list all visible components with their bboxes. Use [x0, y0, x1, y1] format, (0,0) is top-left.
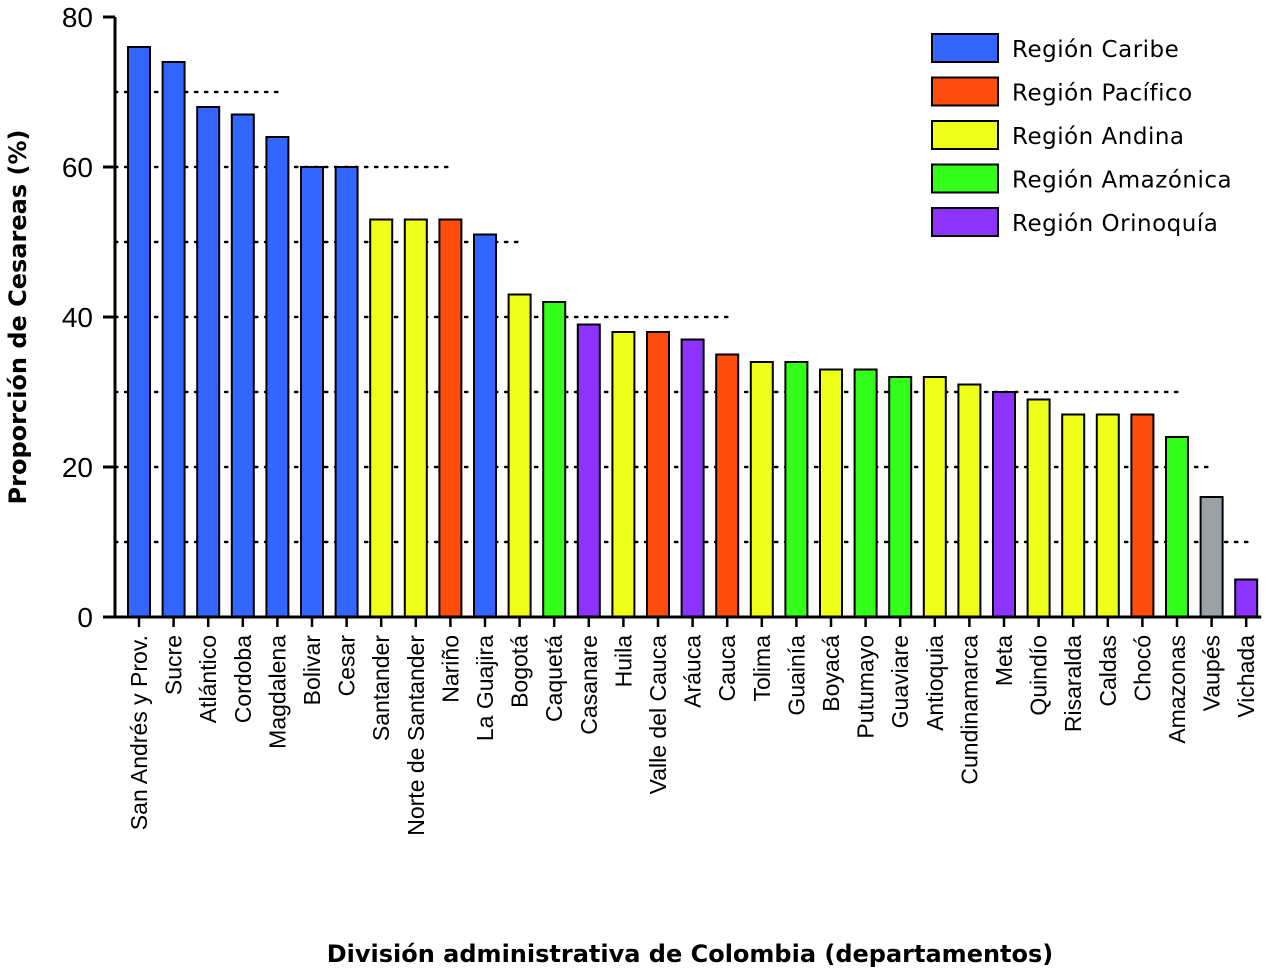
bars	[127, 46, 1259, 618]
legend-label: Región Orinoquía	[1012, 211, 1218, 237]
y-tick-label: 20	[62, 452, 93, 483]
x-tick-label: Antioquia	[922, 635, 948, 731]
x-tick-label: Putumayo	[853, 635, 879, 739]
x-tick-label: Atlántico	[195, 635, 221, 723]
x-tick-label: Aráuca	[680, 635, 706, 708]
x-tick-label: Amazonas	[1164, 635, 1190, 744]
bar	[819, 368, 843, 618]
y-ticks: 0 20 40 60 80	[62, 2, 115, 633]
bar	[1199, 496, 1224, 618]
x-tick-label: Tolima	[749, 635, 775, 702]
x-tick-label: Caldas	[1095, 635, 1121, 707]
y-tick-label: 60	[62, 152, 93, 183]
x-tick-label: Cordoba	[230, 635, 256, 723]
bar	[1026, 398, 1051, 618]
bar	[265, 136, 290, 618]
x-axis-title: División administrativa de Colombia (dep…	[327, 940, 1054, 968]
bar	[680, 338, 705, 618]
bar	[473, 233, 497, 618]
x-tick-label: Santander	[368, 635, 394, 741]
legend-swatch	[931, 207, 999, 237]
x-tick-label: Vichada	[1233, 635, 1259, 718]
x-tick-label: Boyacá	[818, 635, 844, 712]
bar	[611, 331, 636, 618]
bar	[1061, 413, 1086, 618]
bar	[1095, 413, 1120, 618]
x-tick-label: San Andrés y Prov.	[126, 635, 152, 830]
bar	[715, 353, 740, 618]
legend-label: Región Amazónica	[1012, 168, 1232, 194]
legend-swatch	[931, 33, 999, 63]
legend-swatch	[931, 76, 999, 107]
y-axis-title: Proporción de Cesareas (%)	[4, 130, 32, 505]
legend-label: Región Andina	[1012, 124, 1185, 150]
legend-label: Región Caribe	[1012, 37, 1179, 63]
legend-swatch	[931, 120, 999, 150]
y-tick-label: 40	[62, 302, 93, 333]
bar	[749, 361, 774, 618]
bar	[576, 323, 601, 618]
x-tick-label: Valle del Cauca	[645, 635, 671, 795]
bar	[507, 293, 532, 618]
x-tick-label: Chocó	[1129, 635, 1155, 701]
bar	[646, 331, 670, 618]
bar	[784, 361, 809, 618]
x-tick-label: Quindío	[1026, 635, 1052, 716]
x-tick-label: Sucre	[161, 635, 187, 695]
x-tick-label: Caquetá	[541, 635, 567, 722]
bar	[196, 106, 221, 618]
bar	[922, 376, 947, 618]
x-tick-label: Bolivar	[299, 635, 325, 706]
legend-swatch	[931, 163, 999, 194]
x-tick-label: Huila	[610, 635, 636, 688]
bar	[992, 391, 1016, 618]
x-tick-label: La Guajira	[472, 635, 498, 741]
bar	[1130, 413, 1155, 618]
bar	[230, 113, 255, 618]
bar	[127, 46, 151, 618]
x-tick-label: Norte de Santander	[403, 635, 429, 836]
bar	[438, 218, 463, 618]
bar	[334, 166, 359, 618]
legend-label: Región Pacífico	[1012, 81, 1193, 107]
x-tick-label: Magdalena	[264, 635, 290, 749]
bar	[1165, 436, 1189, 618]
legend: Región Caribe Región Pacífico Región Andin…	[931, 33, 1232, 237]
x-tick-label: Guainía	[783, 635, 809, 716]
x-tick-labels: San Andrés y Prov. Sucre Atlántico Cordoba M…	[126, 635, 1259, 836]
bar	[888, 376, 913, 618]
x-tick-label: Nariño	[437, 635, 463, 703]
x-tick-label: Casanare	[576, 635, 602, 735]
bar	[853, 368, 878, 618]
y-tick-label: 80	[62, 2, 93, 33]
x-tick-label: Bogotá	[507, 635, 533, 708]
x-tick-label: Cauca	[714, 635, 740, 702]
bar	[161, 61, 186, 618]
bar	[957, 383, 982, 618]
bar	[1234, 578, 1259, 618]
bar	[542, 301, 567, 618]
bar	[369, 218, 394, 618]
y-tick-label: 0	[77, 602, 93, 633]
x-tick-label: Cesar	[334, 635, 360, 697]
x-tick-label: Guaviare	[887, 635, 913, 728]
x-tick-label: Cundinamarca	[956, 635, 982, 785]
x-tick-label: Risaralda	[1060, 635, 1086, 732]
x-tick-label: Meta	[991, 635, 1017, 686]
bar	[403, 218, 428, 618]
bar	[300, 166, 324, 618]
x-tick-label: Vaupés	[1199, 635, 1225, 711]
